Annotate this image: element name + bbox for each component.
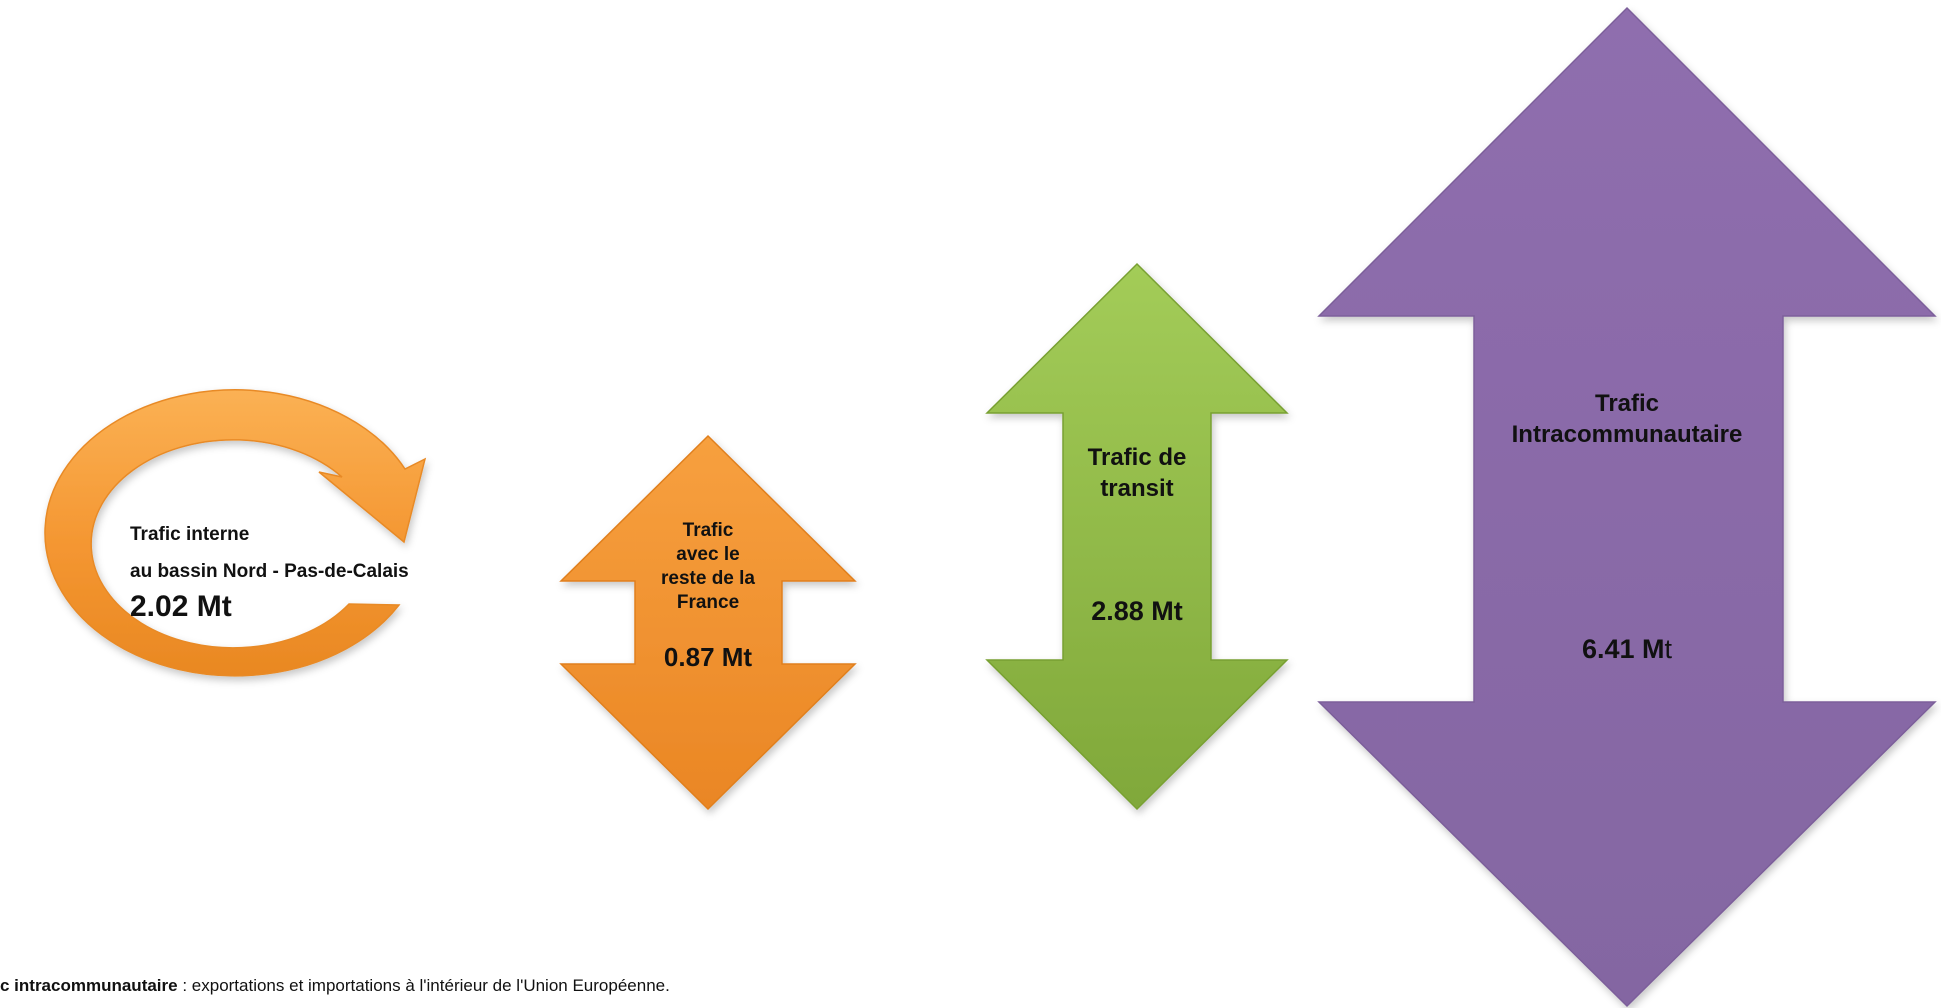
footnote-text: : exportations et importations à l'intér… [177,976,670,995]
france-title-line: avec le [676,544,740,565]
footnote: c intracommunautaire : exportations et i… [0,976,670,996]
internal-title-line2: au bassin Nord - Pas-de-Calais [130,561,409,582]
france-title: Trafic avec le reste de la France [628,519,788,615]
intra-value: 6.41 Mt [1457,634,1797,665]
internal-title-line1: Trafic interne [130,524,250,545]
intra-double-arrow-icon [1317,6,1937,1008]
intra-value-tail: t [1664,634,1673,664]
intra-title: Trafic Intracommunautaire [1457,388,1797,450]
transit-title: Trafic de transit [1037,442,1237,504]
france-title-line: France [676,592,740,613]
france-value: 0.87 Mt [663,642,753,672]
transit-double-arrow-icon [985,262,1289,811]
circular-arrow-icon [44,389,427,677]
intra-title-line: Intracommunautaire [1511,421,1743,448]
intra-value-main: 6.41 M [1581,634,1665,664]
france-title-line: reste de la [661,568,755,589]
france-title-line: Trafic [682,520,734,541]
transit-value: 2.88 Mt [1091,596,1183,626]
internal-value: 2.02 Mt [130,590,232,623]
intra-title-line: Trafic [1594,390,1660,417]
transit-title-line: Trafic de [1087,444,1187,471]
transit-title-line: transit [1100,475,1174,502]
footnote-term: c intracommunautaire [0,976,178,995]
france-double-arrow-icon [559,434,857,811]
